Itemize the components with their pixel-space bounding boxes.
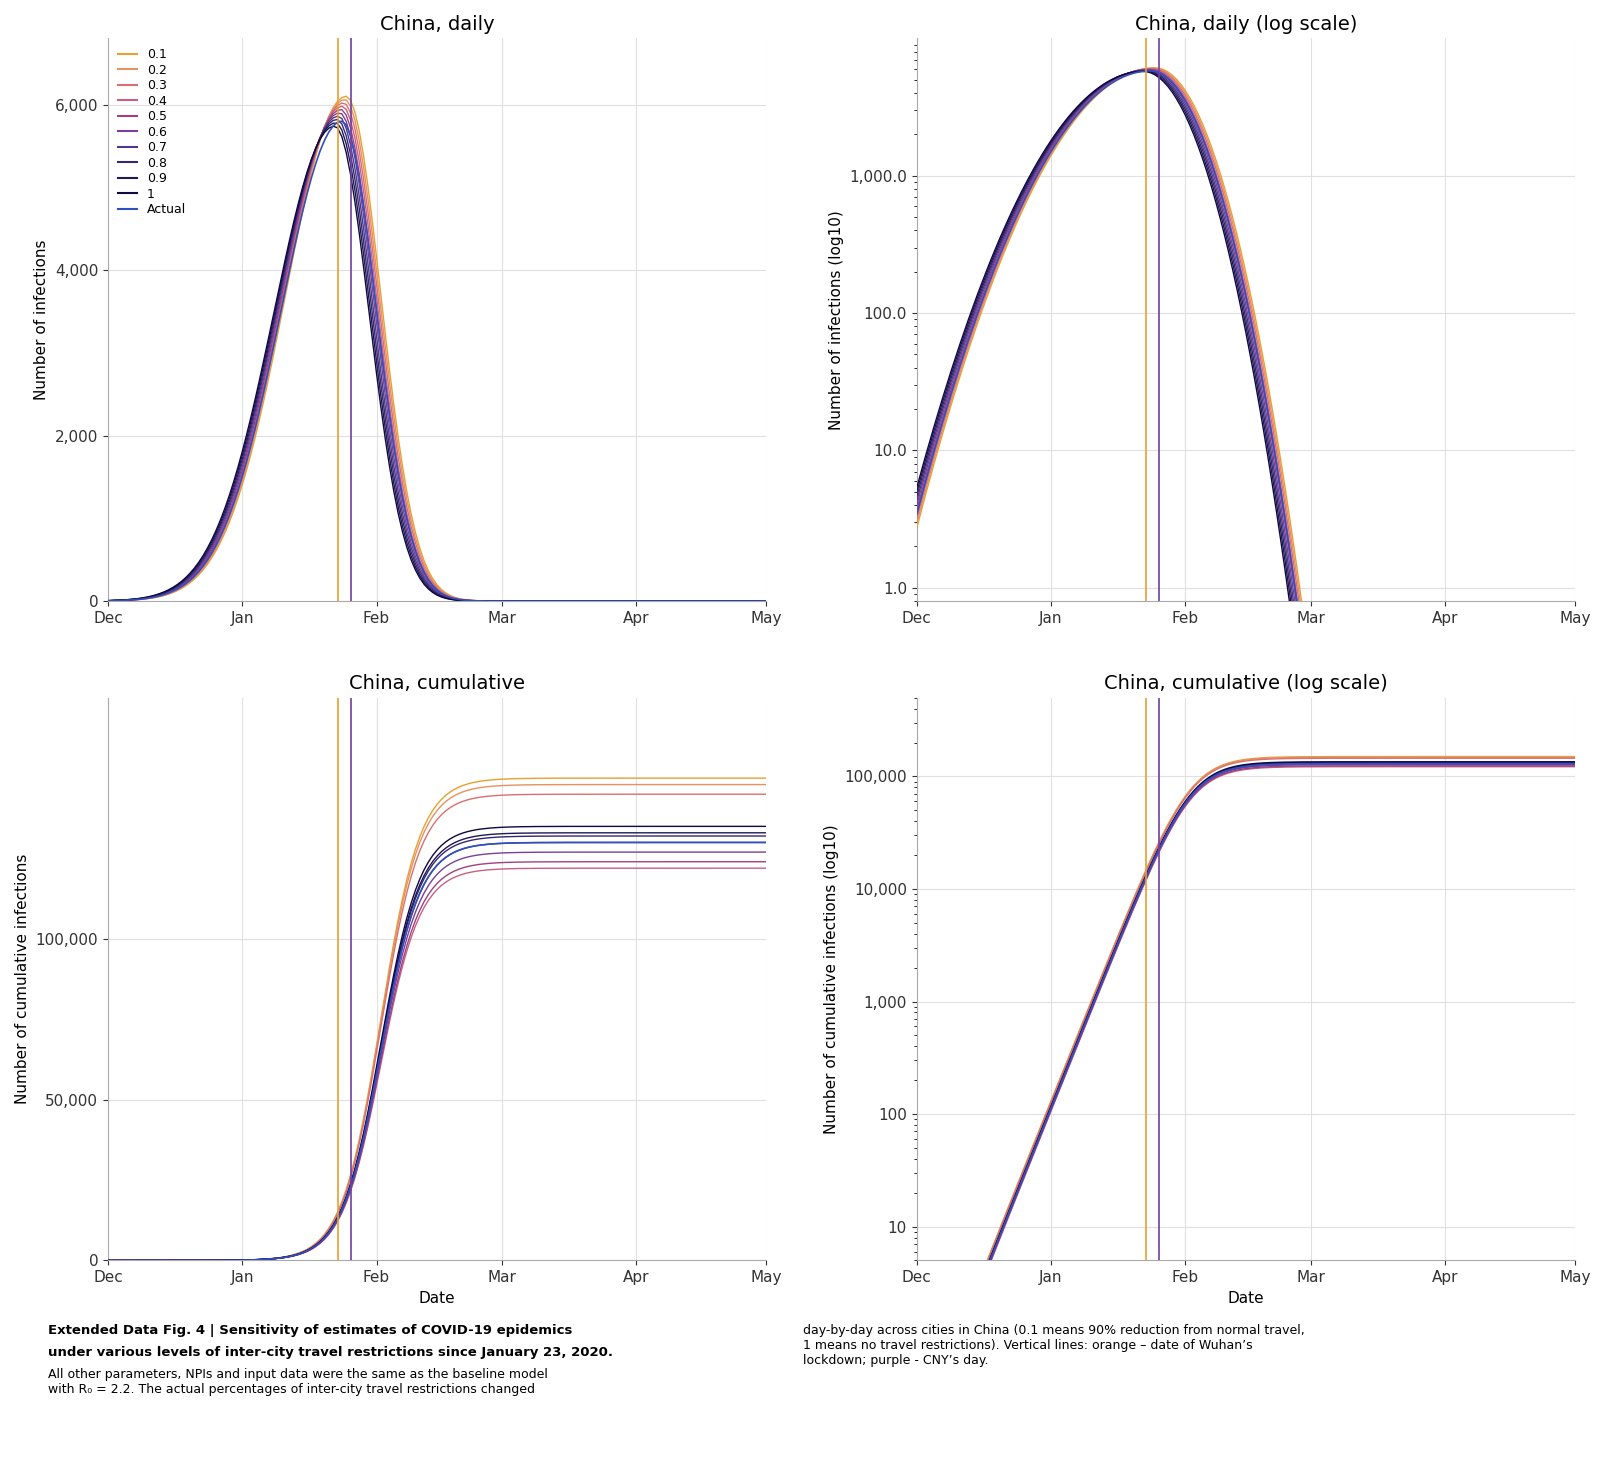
Y-axis label: Number of cumulative infections: Number of cumulative infections	[14, 853, 30, 1104]
Title: China, cumulative (log scale): China, cumulative (log scale)	[1103, 674, 1387, 693]
Y-axis label: Number of cumulative infections (log10): Number of cumulative infections (log10)	[823, 824, 838, 1134]
Title: China, daily (log scale): China, daily (log scale)	[1135, 15, 1356, 34]
Legend: 0.1, 0.2, 0.3, 0.4, 0.5, 0.6, 0.7, 0.8, 0.9, 1, Actual: 0.1, 0.2, 0.3, 0.4, 0.5, 0.6, 0.7, 0.8, …	[114, 45, 189, 220]
Text: day-by-day across cities in China (0.1 means 90% reduction from normal travel,
1: day-by-day across cities in China (0.1 m…	[802, 1324, 1303, 1367]
X-axis label: Date: Date	[1226, 1291, 1263, 1306]
Text: Extended Data Fig. 4 | Sensitivity of estimates of COVID-19 epidemics: Extended Data Fig. 4 | Sensitivity of es…	[48, 1324, 573, 1337]
Title: China, cumulative: China, cumulative	[348, 674, 525, 693]
Text: All other parameters, NPIs and input data were the same as the baseline model
wi: All other parameters, NPIs and input dat…	[48, 1368, 547, 1396]
X-axis label: Date: Date	[419, 1291, 456, 1306]
Y-axis label: Number of infections (log10): Number of infections (log10)	[828, 209, 843, 429]
Y-axis label: Number of infections: Number of infections	[34, 239, 50, 401]
Title: China, daily: China, daily	[380, 15, 494, 34]
Text: under various levels of inter-city travel restrictions since January 23, 2020.: under various levels of inter-city trave…	[48, 1346, 613, 1359]
